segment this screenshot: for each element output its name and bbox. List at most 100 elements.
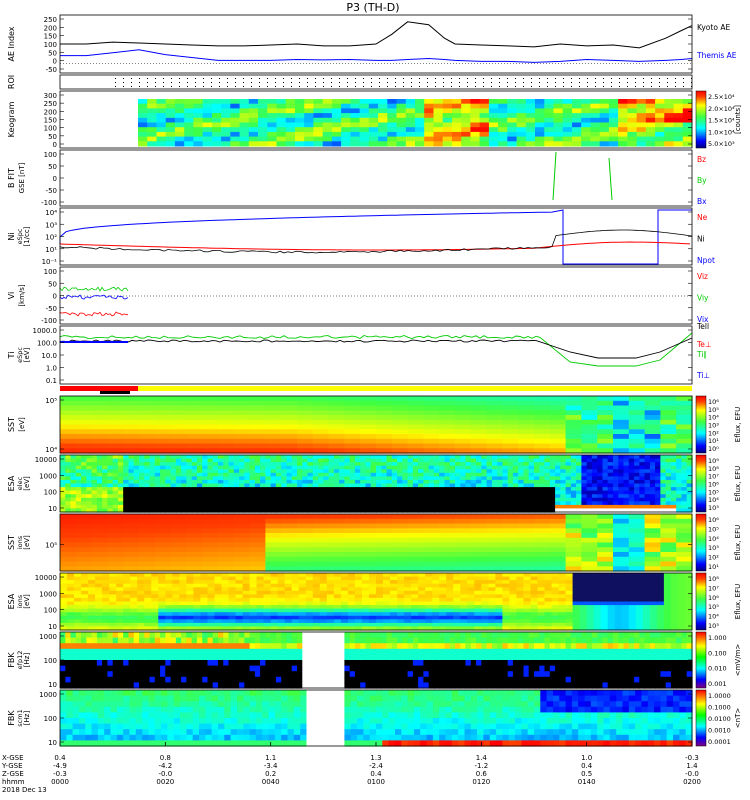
spectrogram-cell	[507, 476, 514, 481]
spectrogram-cell	[591, 455, 598, 460]
spectrogram-cell	[534, 494, 540, 499]
spectrogram-cell	[170, 490, 177, 495]
spectrogram-cell	[284, 587, 293, 592]
spectrogram-cell	[96, 483, 103, 488]
spectrogram-cell	[665, 469, 672, 474]
spectrogram-cell	[228, 483, 235, 488]
spectrogram-cell	[391, 455, 398, 460]
spectrogram-cell	[544, 504, 551, 510]
spectrogram-cell	[565, 405, 582, 411]
spectrogram-cell	[249, 583, 258, 588]
spectrogram-cell	[481, 455, 488, 460]
keogram-cell	[645, 141, 656, 147]
spectrogram-cell	[518, 552, 535, 558]
keogram-cell	[378, 108, 388, 114]
spectrogram-cell	[202, 556, 219, 563]
roi-dot	[451, 82, 452, 83]
spectrogram-cell	[91, 514, 108, 520]
spectrogram-cell	[221, 583, 230, 588]
spectrogram-cell	[579, 615, 588, 620]
spectrogram-cell	[481, 615, 489, 620]
keogram-cell	[525, 108, 536, 114]
spectrogram-cell	[407, 424, 424, 430]
spectrogram-cell	[512, 479, 519, 485]
spectrogram-cell	[123, 490, 130, 495]
spectrogram-cell	[244, 462, 251, 467]
spectrogram-cell	[123, 552, 140, 558]
spectrogram-cell	[202, 415, 219, 421]
spectrogram-cell	[591, 490, 598, 495]
spectrogram-cell	[186, 487, 193, 492]
roi-dot	[307, 78, 308, 79]
spectrogram-cell	[228, 501, 235, 506]
spectrogram-cell	[486, 556, 503, 563]
spectrogram-cell	[423, 429, 440, 435]
spectrogram-cell	[291, 573, 300, 578]
spectrogram-cell	[139, 424, 156, 430]
spectrogram-cell	[233, 494, 240, 499]
spectrogram-cell	[323, 455, 330, 460]
spectrogram-cell	[544, 590, 553, 595]
spectrogram-cell	[423, 556, 440, 563]
roi-dot	[419, 82, 420, 83]
spectrogram-cell	[109, 622, 117, 628]
spectrogram-cell	[112, 501, 119, 506]
spectrogram-cell	[75, 523, 93, 529]
keogram-cell	[682, 113, 693, 119]
spectrogram-cell	[655, 497, 661, 502]
keogram-cell	[359, 131, 370, 138]
spectrogram-cell	[670, 508, 677, 513]
keogram-cell	[147, 136, 157, 142]
spectrogram-cell	[607, 587, 616, 592]
spectrogram-cell	[572, 626, 581, 631]
spectrogram-cell	[179, 587, 187, 592]
keogram-cell	[211, 103, 222, 109]
keogram-cell	[230, 127, 240, 133]
spectrogram-cell	[686, 483, 693, 488]
spectrogram-cell	[558, 573, 567, 578]
spectrogram-cell	[565, 542, 582, 548]
spectrogram-cell	[537, 622, 546, 628]
spectrogram-cell	[581, 497, 588, 502]
spectrogram-cell	[397, 622, 405, 628]
spectrogram-cell	[123, 576, 131, 581]
spectrogram-cell	[523, 605, 532, 610]
spectrogram-cell	[102, 576, 110, 581]
spectrogram-cell	[518, 483, 525, 488]
spectrogram-cell	[81, 487, 87, 492]
spectrogram-cell	[312, 547, 330, 553]
spectrogram-cell	[116, 594, 124, 599]
spectrogram-cell	[151, 608, 159, 613]
spectrogram-cell	[60, 605, 68, 610]
spectrogram-cell	[549, 455, 556, 460]
spectrogram-cell	[200, 573, 208, 578]
spectrogram-cell	[449, 462, 456, 467]
spectrogram-cell	[91, 552, 108, 558]
spectrogram-cell	[439, 622, 447, 628]
spectrogram-cell	[137, 594, 145, 599]
spectrogram-cell	[660, 556, 677, 563]
spectrogram-cell	[634, 458, 640, 463]
keogram-cell	[433, 136, 444, 142]
spectrogram-cell	[539, 472, 546, 477]
keogram-cell	[396, 108, 407, 114]
spectrogram-cell	[516, 594, 524, 599]
spectrogram-cell	[476, 479, 482, 485]
spectrogram-cell	[523, 508, 530, 513]
spectrogram-cell	[181, 455, 187, 460]
spectrogram-cell	[186, 469, 193, 474]
spectrogram-cell	[634, 497, 640, 502]
spectrogram-cell	[613, 415, 630, 421]
spectrogram-cell	[670, 455, 677, 460]
spectrogram-cell	[339, 465, 345, 470]
spectrogram-cell	[418, 494, 424, 499]
roi-dot	[435, 82, 436, 83]
spectrogram-cell	[200, 583, 208, 588]
spectrogram-cell	[391, 410, 409, 416]
roi-dot	[123, 78, 124, 79]
spectrogram-cell	[270, 619, 279, 624]
spectrogram-cell	[586, 455, 593, 460]
spectrogram-cell	[116, 612, 124, 617]
spectrogram-cell	[170, 518, 187, 525]
spectrogram-cell	[249, 443, 266, 449]
